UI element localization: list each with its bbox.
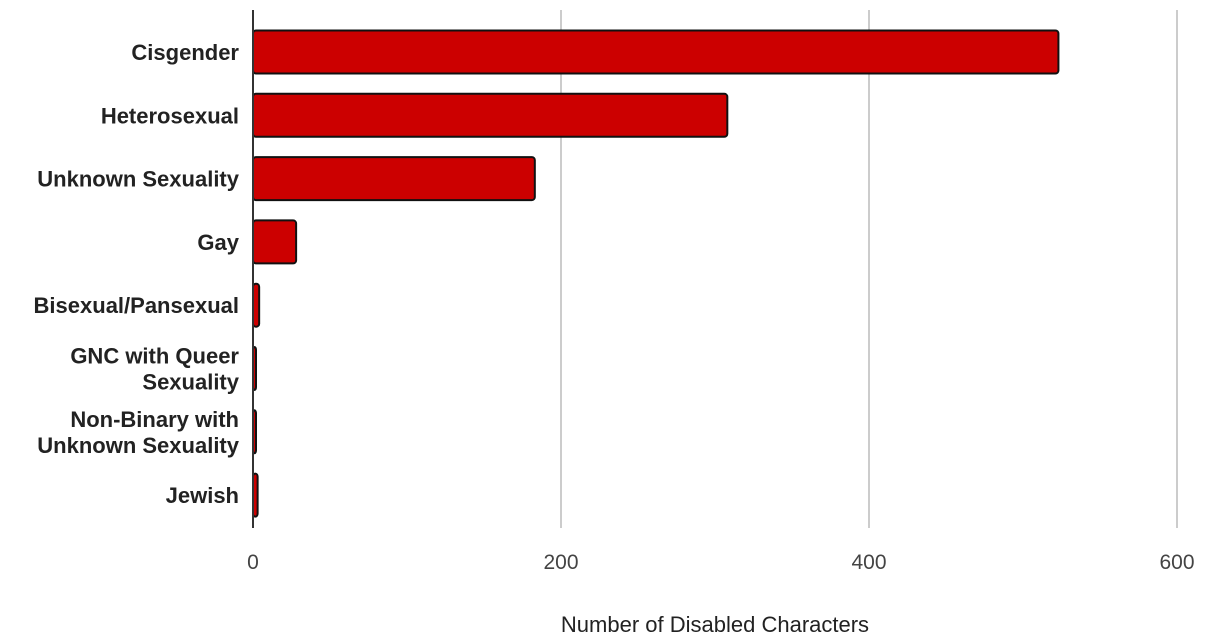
grid-lines (560, 10, 1178, 528)
category-label: Cisgender (131, 40, 239, 65)
x-tick-labels: 0 200 400 600 (247, 551, 1194, 574)
category-label: Gay (197, 230, 239, 255)
category-labels: Cisgender Heterosexual Unknown Sexuality Ga… (34, 40, 240, 508)
x-tick-label: 0 (247, 551, 259, 574)
x-tick-label: 400 (851, 551, 886, 574)
category-label: GNC with Queer Sexuality (70, 344, 239, 395)
bars (252, 29, 1060, 518)
category-label: Unknown Sexuality (37, 167, 239, 192)
category-label: Heterosexual (101, 103, 239, 128)
category-label: Bisexual/Pansexual (34, 293, 239, 318)
bar (252, 29, 1060, 75)
category-label: Jewish (166, 483, 239, 508)
x-axis-title: Number of Disabled Characters (561, 612, 869, 635)
category-label: Non-Binary with Unknown Sexuality (37, 407, 239, 458)
bar (252, 92, 729, 138)
bar (252, 156, 536, 202)
x-tick-label: 200 (543, 551, 578, 574)
x-tick-label: 600 (1159, 551, 1194, 574)
bar (252, 219, 298, 265)
